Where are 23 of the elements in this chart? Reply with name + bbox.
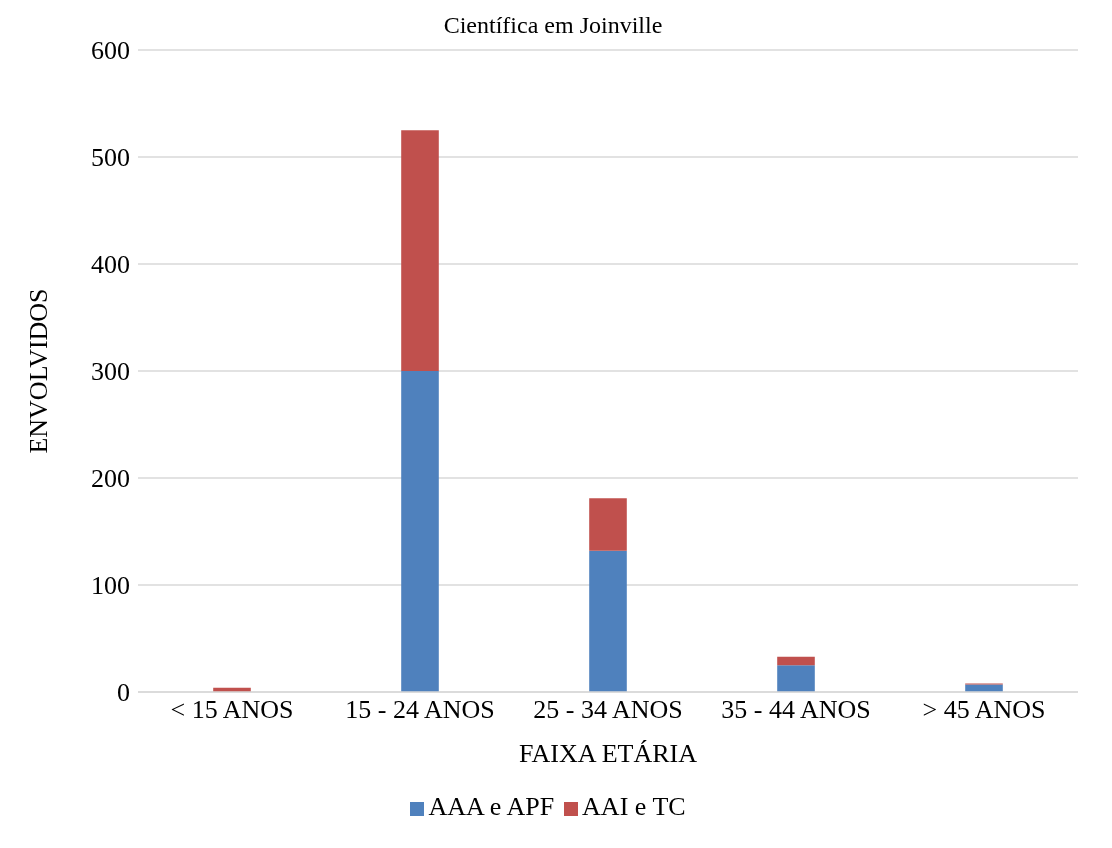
bar bbox=[777, 656, 815, 666]
x-axis-title: FAIXA ETÁRIA bbox=[519, 739, 698, 768]
y-tick-label: 600 bbox=[91, 36, 130, 66]
y-axis-title: ENVOLVIDOS bbox=[24, 288, 54, 454]
y-tick-label: 100 bbox=[91, 571, 130, 601]
x-tick-label: 15 - 24 ANOS bbox=[345, 695, 495, 725]
bar bbox=[401, 371, 439, 692]
legend-label: AAA e APF bbox=[428, 792, 555, 821]
y-tick-label: 300 bbox=[91, 357, 130, 387]
x-tick-label: 35 - 44 ANOS bbox=[721, 695, 871, 725]
y-tick-label: 400 bbox=[91, 250, 130, 280]
x-tick-label: < 15 ANOS bbox=[170, 695, 294, 725]
y-tick-label: 500 bbox=[91, 143, 130, 173]
bar bbox=[589, 550, 627, 692]
x-tick-label: 25 - 34 ANOS bbox=[533, 695, 683, 725]
chart-title: Científica em Joinville bbox=[443, 12, 663, 38]
y-tick-label: 200 bbox=[91, 464, 130, 494]
bar bbox=[589, 498, 627, 551]
bar bbox=[777, 665, 815, 692]
y-tick-label: 0 bbox=[117, 678, 130, 708]
legend-label: AAI e TC bbox=[582, 792, 686, 821]
bar bbox=[401, 130, 439, 371]
x-tick-label: > 45 ANOS bbox=[922, 695, 1046, 725]
